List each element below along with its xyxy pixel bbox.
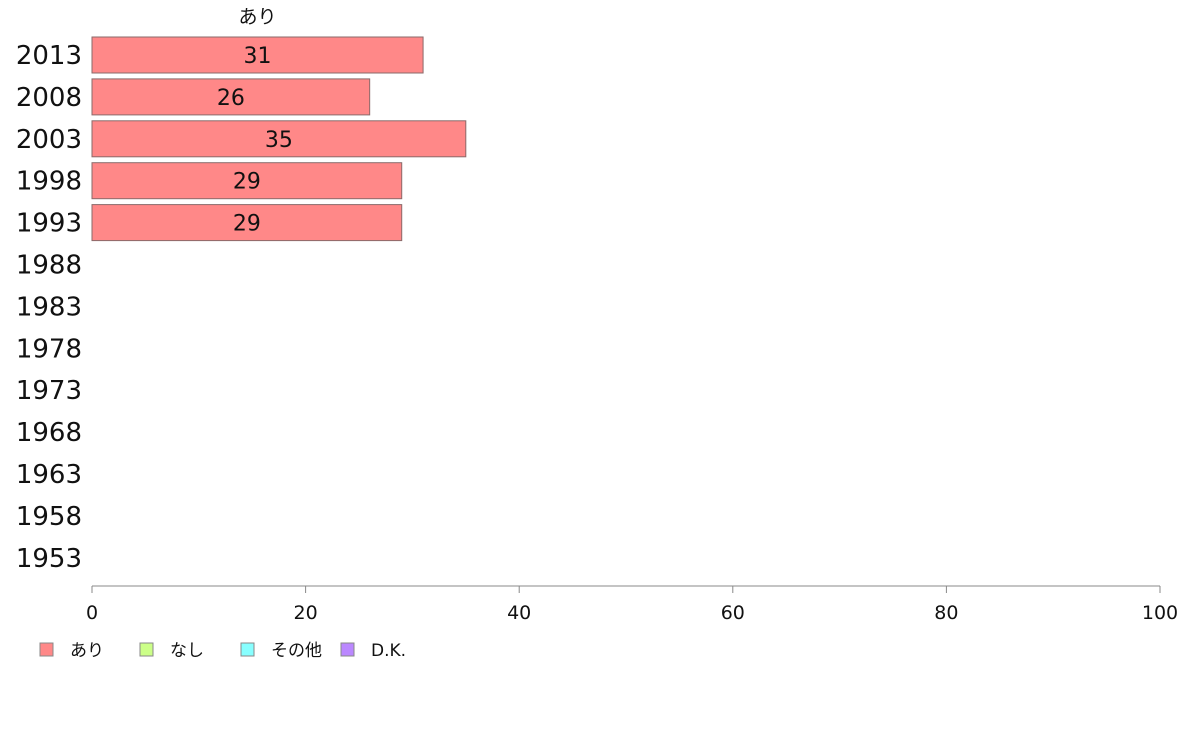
category-label: 1988 xyxy=(16,251,82,281)
legend-swatch xyxy=(39,642,54,657)
bar xyxy=(91,204,403,242)
bar xyxy=(91,78,371,116)
x-tick-label: 60 xyxy=(721,602,745,624)
data-label: 29 xyxy=(233,170,261,195)
legend-swatch xyxy=(139,642,154,657)
category-label: 1963 xyxy=(16,460,82,490)
category-label: 1958 xyxy=(16,502,82,532)
x-tick-label: 40 xyxy=(507,602,531,624)
data-label: 35 xyxy=(265,128,293,153)
bar xyxy=(91,162,403,200)
data-label: 29 xyxy=(233,212,261,237)
legend-swatch xyxy=(340,642,355,657)
legend-label: D.K. xyxy=(371,641,406,661)
category-label: 2013 xyxy=(16,41,82,71)
category-label: 1983 xyxy=(16,292,82,322)
x-axis: 0 20 40 60 80 100 xyxy=(86,585,1178,624)
data-label: 31 xyxy=(244,44,272,69)
legend-label: その他 xyxy=(271,641,322,661)
category-label: 1968 xyxy=(16,418,82,448)
legend-swatch xyxy=(240,642,255,657)
legend-label: なし xyxy=(170,641,204,661)
series-top-label: あり xyxy=(239,6,277,28)
category-label: 2003 xyxy=(16,125,82,155)
bar xyxy=(91,120,467,158)
category-label: 1993 xyxy=(16,209,82,239)
bars xyxy=(91,36,467,242)
x-tick-label: 20 xyxy=(294,602,318,624)
category-label: 2008 xyxy=(16,83,82,113)
category-label: 1953 xyxy=(16,544,82,574)
category-label: 1973 xyxy=(16,376,82,406)
x-tick-label: 100 xyxy=(1142,602,1178,624)
x-tick-label: 80 xyxy=(934,602,958,624)
category-label: 1998 xyxy=(16,167,82,197)
x-tick-label: 0 xyxy=(86,602,98,624)
category-labels: 2013 2008 2003 1998 1993 1988 1983 1978 1973 1968… xyxy=(16,41,82,574)
legend-label: あり xyxy=(70,641,104,661)
legend: あり なし その他 D.K. xyxy=(39,641,406,661)
bar xyxy=(91,36,424,74)
category-label: 1978 xyxy=(16,334,82,364)
data-label: 26 xyxy=(217,86,245,111)
